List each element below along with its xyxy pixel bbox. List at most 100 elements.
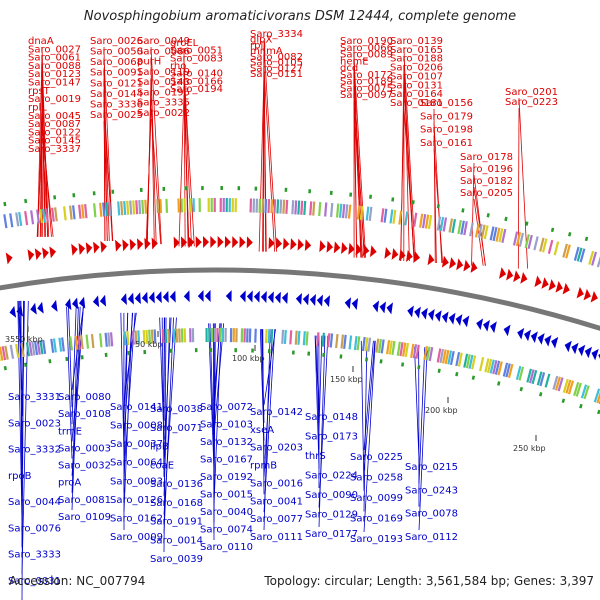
gene-connector [473, 198, 484, 266]
rna-mark [471, 375, 476, 380]
cog-mark [167, 328, 170, 343]
cog-mark [557, 377, 564, 392]
gene-connector [263, 68, 276, 252]
rna-mark [497, 381, 501, 386]
gene-arrow [386, 302, 393, 315]
cog-mark [329, 333, 334, 348]
gene-arrow [421, 307, 428, 320]
cog-mark [276, 199, 280, 214]
gene-arrow [470, 261, 478, 273]
gene-label: Saro_0051 [170, 46, 223, 57]
gene-arrow [564, 340, 572, 353]
gene-connector [414, 347, 420, 461]
gene-arrow [476, 318, 484, 331]
gene-arrow [591, 348, 599, 361]
gene-arrow [27, 249, 35, 262]
reverse-gene-lines [17, 300, 428, 600]
cog-mark [593, 388, 600, 403]
cog-mark [460, 220, 465, 235]
gene-arrow [34, 248, 42, 261]
gene-connector [163, 317, 174, 534]
gene-arrow [483, 319, 490, 332]
gene-arrow [232, 236, 239, 249]
gene-arrow [578, 344, 586, 357]
gene-label: Saro_0049 [137, 36, 190, 47]
cog-mark [302, 331, 306, 346]
tick-label: 3550 kbp [5, 335, 43, 344]
gene-connector [183, 87, 190, 247]
cog-mark [415, 344, 420, 359]
gene-connector [360, 340, 365, 492]
gene-arrow [489, 321, 497, 334]
cog-mark [135, 200, 139, 215]
cog-mark [536, 371, 543, 386]
gene-label: Saro_0188 [390, 54, 443, 65]
gene-label: Saro_0156 [420, 98, 473, 109]
gene-arrow [141, 291, 148, 304]
tick-label: 250 kbp [513, 444, 546, 453]
gene-label: Saro_0066 [340, 43, 393, 54]
gene-connector [161, 317, 165, 478]
tick-label: 200 kbp [425, 406, 458, 415]
gene-connector [71, 306, 79, 493]
cog-mark [156, 199, 160, 214]
cog-mark [18, 211, 23, 227]
gene-label: Saro_0142 [250, 407, 303, 418]
gene-arrow [100, 240, 107, 253]
cog-mark [335, 203, 340, 218]
gene-label: Saro_0144 [90, 89, 143, 100]
cog-mark [61, 337, 65, 352]
cog-mark [353, 335, 358, 351]
gene-connector [208, 323, 215, 471]
gene-arrow [520, 272, 528, 284]
cog-mark [533, 236, 539, 251]
gene-label: Saro_0164 [390, 89, 443, 100]
gene-label: Saro_0196 [460, 164, 513, 175]
cog-mark [553, 241, 560, 256]
cog-mark [142, 329, 146, 345]
gene-label: Saro_0076 [8, 523, 61, 534]
cog-mark [131, 330, 135, 345]
gene-arrow [503, 324, 511, 337]
gene-label: Saro_0111 [250, 532, 303, 543]
gene-arrow [372, 300, 380, 313]
gene-label: Saro_0110 [200, 542, 253, 553]
gene-arrow [9, 305, 17, 318]
gene-label: Saro_0014 [150, 535, 203, 546]
cog-mark [52, 338, 57, 353]
gene-arrow [341, 242, 348, 255]
cog-mark [9, 344, 15, 359]
cog-mark [72, 205, 76, 220]
gene-label: Saro_0140 [170, 69, 223, 80]
cog-mark [289, 330, 293, 345]
gene-arrow [530, 331, 538, 344]
cog-mark [264, 198, 268, 213]
cog-mark [518, 366, 525, 381]
rna-mark [3, 201, 7, 207]
gene-label: Saro_0179 [420, 111, 473, 122]
gene-label: Saro_0129 [305, 510, 358, 521]
gene-label: Saro_0091 [90, 68, 143, 79]
gene-label: Saro_0093 [110, 476, 163, 487]
cog-mark [150, 329, 154, 344]
cog-mark [544, 373, 551, 388]
gene-arrow [541, 277, 549, 289]
cog-mark [474, 223, 480, 238]
cog-mark [99, 333, 103, 348]
cog-mark [134, 330, 138, 345]
genome-title: Novosphingobium aromaticivorans DSM 1244… [83, 9, 517, 24]
cog-mark [132, 200, 136, 215]
cog-mark [20, 342, 25, 358]
rna-mark [24, 362, 28, 367]
gene-arrow [544, 335, 552, 347]
gene-arrow [463, 259, 471, 272]
gene-arrow [391, 247, 399, 260]
rna-mark [379, 359, 383, 364]
rna-mark [597, 409, 600, 415]
gene-connector [403, 55, 416, 262]
gene-label: Saro_0080 [58, 392, 111, 403]
tick-label: 50 kbp [135, 340, 163, 349]
gene-arrow [562, 282, 570, 295]
cog-mark [404, 342, 410, 358]
rna-mark [48, 359, 52, 364]
